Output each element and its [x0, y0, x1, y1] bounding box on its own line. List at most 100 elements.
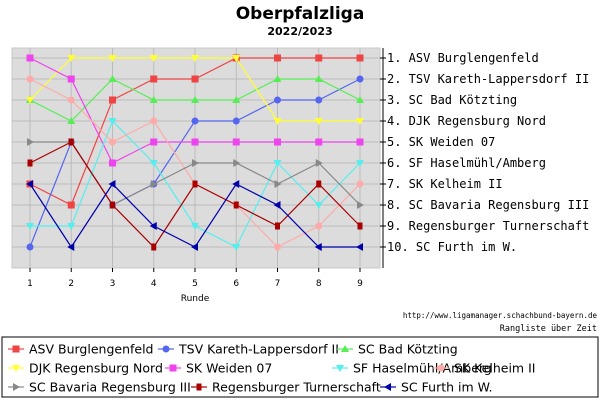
data-point-7-3 [109, 138, 116, 146]
data-point-5-9 [356, 138, 364, 146]
x-tick-label-6: 6 [233, 279, 239, 289]
rank-label-8: 8. SC Bavaria Regensburg III [387, 198, 589, 212]
source-url: http://www.ligamanager.schachbund-bayern… [403, 311, 598, 320]
data-point-2-5 [191, 117, 199, 125]
data-point-9-9 [357, 222, 363, 230]
rank-label-6: 6. SF Haselmühl/Amberg [387, 156, 546, 170]
data-point-6-9 [356, 160, 364, 167]
data-point-8-6 [233, 159, 241, 167]
legend-label-9: Regensburger Turnerschaft [212, 380, 381, 395]
data-point-7-7 [274, 243, 281, 251]
legend-box [1, 336, 599, 398]
legend-item-7: SK Kelheim II [433, 361, 535, 376]
data-point-5-6 [232, 138, 240, 146]
data-point-9-6 [233, 201, 239, 209]
data-point-5-3 [109, 159, 116, 167]
legend-marker-2 [162, 345, 170, 353]
data-point-10-9 [356, 243, 363, 251]
data-point-3-4 [149, 96, 158, 103]
data-point-10-7 [273, 201, 281, 209]
chart-subtitle: 2022/2023 [267, 25, 332, 38]
legend-marker-8 [13, 383, 20, 391]
data-point-8-1 [27, 138, 34, 146]
x-tick-label-1: 1 [27, 279, 33, 289]
rank-labels: 1. ASV Burglengenfeld 2. TSV Kareth-Lappe… [380, 48, 589, 268]
x-tick-label-7: 7 [275, 279, 281, 289]
data-point-9-7 [275, 222, 280, 230]
data-point-1-2 [67, 201, 75, 209]
x-tick-label-5: 5 [192, 279, 198, 289]
data-point-7-2 [67, 96, 75, 104]
legend-marker-10 [384, 383, 391, 391]
data-point-8-9 [357, 201, 364, 209]
data-point-4-5 [191, 55, 199, 62]
data-point-5-2 [67, 75, 75, 83]
data-point-1-8 [315, 54, 323, 62]
data-point-2-7 [274, 96, 281, 104]
data-point-10-8 [314, 243, 322, 251]
data-point-8-8 [315, 159, 323, 167]
legend-item-1: ASV Burglengenfeld [8, 342, 154, 357]
data-point-4-6 [232, 55, 241, 62]
chart-title: Oberpfalzliga [236, 4, 365, 24]
legend-label-6: SF Haselmühl/Amberg [353, 361, 492, 376]
legend-item-4: DJK Regensburg Nord [8, 361, 163, 376]
data-point-3-8 [314, 75, 323, 82]
data-point-6-7 [273, 160, 282, 167]
data-point-6-8 [314, 202, 323, 209]
data-point-2-9 [356, 75, 364, 83]
data-point-4-2 [67, 55, 76, 62]
data-point-7-1 [26, 75, 34, 83]
data-point-5-5 [191, 138, 199, 146]
data-point-9-8 [316, 180, 322, 188]
data-point-7-9 [356, 180, 364, 188]
data-point-3-9 [356, 96, 364, 103]
data-point-7-8 [315, 222, 323, 230]
data-point-4-3 [108, 55, 117, 62]
data-point-5-1 [26, 54, 34, 62]
data-point-7-4 [150, 117, 158, 125]
data-point-9-1 [27, 159, 33, 167]
data-point-9-5 [192, 180, 198, 188]
series-10 [26, 180, 363, 251]
data-point-6-5 [191, 223, 199, 230]
data-point-10-3 [108, 180, 116, 188]
data-point-2-1 [26, 243, 34, 251]
legend-marker-1 [12, 345, 20, 353]
legend-marker-3 [341, 345, 349, 352]
data-point-10-4 [149, 222, 157, 230]
data-point-9-4 [151, 243, 157, 251]
data-point-6-6 [232, 244, 241, 251]
data-point-4-7 [273, 118, 282, 125]
series-5 [26, 54, 364, 167]
legend: ASV Burglengenfeld TSV Kareth-Lappersdorf… [8, 342, 535, 395]
data-point-4-4 [149, 55, 158, 62]
rank-label-10: 10. SC Furth im W. [387, 240, 517, 254]
data-point-10-5 [191, 243, 198, 251]
series-lines [26, 54, 364, 251]
data-point-2-6 [232, 117, 240, 125]
data-point-3-3 [108, 75, 117, 82]
data-point-5-8 [315, 138, 323, 146]
data-point-9-3 [110, 201, 115, 209]
series-9 [27, 138, 363, 251]
rank-label-1: 1. ASV Burglengenfeld [387, 51, 539, 65]
legend-marker-4 [12, 365, 20, 372]
x-tick-label-9: 9 [357, 279, 363, 289]
data-point-3-2 [67, 117, 76, 124]
data-point-6-4 [149, 160, 158, 167]
legend-item-3: SC Bad Kötzting [337, 342, 458, 357]
data-point-9-2 [68, 138, 74, 146]
data-point-10-2 [67, 243, 75, 251]
x-tick-label-4: 4 [151, 279, 157, 289]
source-caption: Rangliste über Zeit [500, 324, 597, 334]
legend-marker-5 [169, 364, 177, 372]
data-point-1-7 [274, 54, 281, 62]
data-point-1-3 [109, 96, 116, 104]
legend-item-8: SC Bavaria Regensburg III [8, 380, 191, 395]
data-point-3-5 [191, 96, 199, 103]
data-point-3-7 [273, 75, 282, 82]
legend-item-9: Regensburger Turnerschaft [191, 380, 381, 395]
data-point-10-1 [26, 180, 33, 188]
